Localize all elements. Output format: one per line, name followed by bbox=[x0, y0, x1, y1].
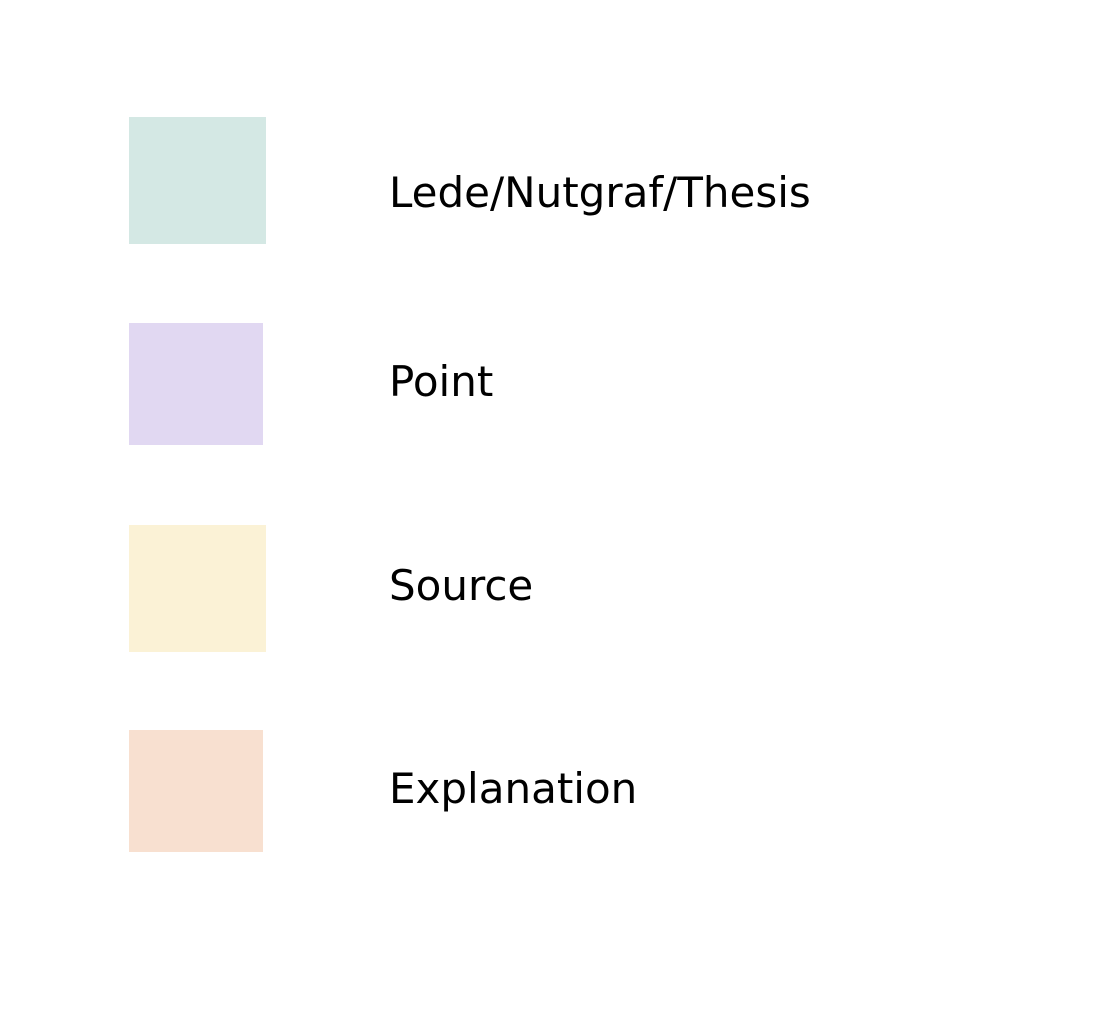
legend-label-explanation: Explanation bbox=[389, 764, 638, 813]
swatch-point bbox=[129, 323, 263, 445]
swatch-source bbox=[129, 525, 266, 652]
legend-label-source: Source bbox=[389, 561, 534, 610]
legend-label-lede-nutgraf-thesis: Lede/Nutgraf/Thesis bbox=[389, 168, 811, 217]
swatch-explanation bbox=[129, 730, 263, 852]
swatch-lede-nutgraf-thesis bbox=[129, 117, 266, 244]
legend-label-point: Point bbox=[389, 357, 494, 406]
